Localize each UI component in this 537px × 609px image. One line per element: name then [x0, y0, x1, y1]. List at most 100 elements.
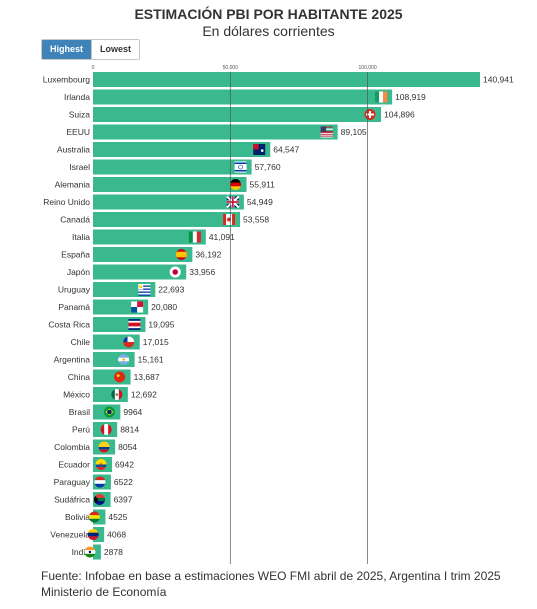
highest-button[interactable]: Highest [42, 40, 92, 59]
category-label: India [72, 547, 91, 557]
bar [93, 159, 252, 175]
category-label: Perú [72, 425, 90, 435]
value-label: 55,911 [250, 180, 276, 190]
costa-rica-flag-icon [128, 319, 141, 330]
value-label: 12,692 [131, 390, 157, 400]
china-flag-icon [114, 371, 126, 383]
value-label: 8814 [120, 425, 139, 435]
venezuela-flag-icon [87, 529, 99, 540]
bar [93, 387, 128, 402]
category-label: México [63, 390, 90, 400]
chile-flag-icon [123, 336, 135, 348]
category-label: Argentina [54, 355, 91, 365]
peru-flag-icon [100, 424, 112, 435]
value-label: 140,941 [483, 75, 514, 85]
value-label: 6522 [114, 477, 133, 487]
category-label: Paraguay [54, 477, 91, 487]
category-label: Israel [69, 162, 90, 172]
value-label: 36,192 [195, 250, 221, 260]
value-label: 2878 [104, 547, 123, 557]
category-label: España [61, 250, 90, 260]
value-label: 54,949 [247, 197, 273, 207]
category-label: EEUU [66, 127, 90, 137]
chart-title: ESTIMACIÓN PBI POR HABITANTE 2025 [134, 6, 403, 22]
paraguay-flag-icon [94, 476, 106, 488]
value-label: 8054 [118, 442, 137, 452]
bar [93, 142, 271, 157]
category-label: Japón [67, 267, 90, 277]
bar [93, 212, 241, 227]
italy-flag-icon [188, 231, 201, 243]
bar [93, 107, 382, 122]
category-label: China [68, 372, 90, 382]
usa-flag-icon [320, 126, 333, 138]
canada-flag-icon [223, 214, 236, 225]
category-label: Chile [71, 337, 91, 347]
x-tick-label: 100,000 [359, 65, 377, 71]
value-label: 6942 [115, 460, 134, 470]
value-label: 89,105 [341, 127, 367, 137]
spain-flag-icon [175, 249, 187, 260]
colombia-flag-icon [98, 441, 110, 453]
india-flag-icon [84, 546, 96, 558]
bar-chart: 0 50,000 100,000 Luxembourg 140,941 Irlanda 10… [43, 65, 514, 564]
value-label: 4068 [107, 530, 126, 540]
germany-flag-icon [230, 179, 242, 190]
bar [93, 247, 193, 262]
value-label: 15,161 [138, 355, 164, 365]
category-label: Colombia [54, 442, 90, 452]
category-label: Suiza [69, 110, 91, 120]
argentina-flag-icon [118, 354, 130, 365]
category-label: Australia [57, 145, 90, 155]
value-label: 104,896 [384, 110, 415, 120]
source-note: Fuente: Infobae en base a estimaciones W… [41, 569, 501, 599]
australia-flag-icon [253, 144, 266, 155]
bar [93, 124, 338, 140]
bar [93, 177, 247, 192]
switzerland-flag-icon [364, 109, 376, 120]
x-tick-label: 50,000 [223, 65, 239, 71]
category-label: Reino Unido [43, 197, 90, 207]
bar [93, 72, 480, 87]
bar [93, 264, 187, 280]
value-label: 108,919 [395, 92, 426, 102]
panama-flag-icon [131, 301, 144, 313]
value-label: 64,547 [273, 145, 299, 155]
value-label: 19,095 [148, 320, 174, 330]
sort-toggle: Highest Lowest [41, 39, 141, 60]
value-label: 6397 [114, 495, 133, 505]
value-label: 57,760 [255, 162, 281, 172]
ireland-flag-icon [375, 91, 388, 103]
value-label: 20,080 [151, 302, 177, 312]
lowest-button[interactable]: Lowest [91, 40, 140, 59]
value-label: 53,558 [243, 215, 269, 225]
category-label: Italia [72, 232, 90, 242]
category-label: Brasil [69, 407, 90, 417]
category-label: Canadá [60, 215, 90, 225]
bar [93, 89, 393, 105]
value-label: 17,015 [143, 337, 169, 347]
category-label: Uruguay [58, 285, 91, 295]
value-label: 13,687 [134, 372, 160, 382]
uk-flag-icon [226, 195, 240, 209]
uruguay-flag-icon [138, 284, 151, 296]
israel-flag-icon [234, 161, 247, 173]
ecuador-flag-icon [95, 459, 107, 470]
value-label: 9964 [123, 407, 142, 417]
value-label: 41,091 [209, 232, 235, 242]
x-tick-label: 0 [92, 65, 95, 71]
category-label: Alemania [55, 180, 91, 190]
value-label: 22,693 [158, 285, 184, 295]
bar [93, 229, 206, 245]
bar [93, 194, 244, 210]
brazil-flag-icon [103, 406, 115, 418]
value-label: 33,956 [189, 267, 215, 277]
category-label: Luxembourg [43, 75, 91, 85]
category-label: Irlanda [64, 92, 90, 102]
category-label: Venezuela [50, 530, 90, 540]
category-label: Costa Rica [48, 320, 90, 330]
mexico-flag-icon [111, 389, 123, 400]
bolivia-flag-icon [88, 511, 100, 523]
value-label: 4525 [108, 512, 127, 522]
category-label: Panamá [58, 302, 90, 312]
